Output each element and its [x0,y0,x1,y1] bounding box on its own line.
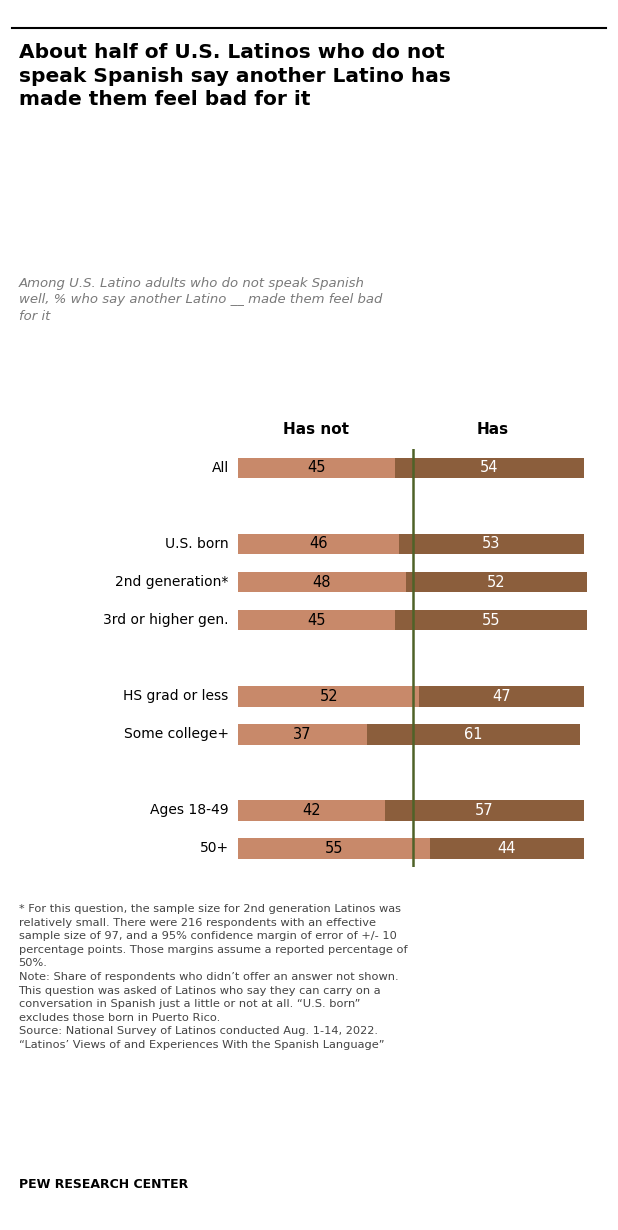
Text: All: All [211,461,229,475]
Text: U.S. born: U.S. born [165,538,229,551]
Bar [238,723,367,744]
Bar [238,838,430,859]
Text: 37: 37 [294,727,311,742]
Bar [238,800,384,820]
Text: * For this question, the sample size for 2nd generation Latinos was
relatively s: * For this question, the sample size for… [19,904,407,1050]
Text: 3rd or higher gen.: 3rd or higher gen. [103,613,229,627]
Text: HS grad or less: HS grad or less [124,689,229,704]
Bar [238,458,395,478]
Text: 46: 46 [309,536,328,551]
Text: 2nd generation*: 2nd generation* [116,574,229,589]
Bar [395,458,583,478]
Text: 45: 45 [307,460,326,476]
Text: 42: 42 [302,803,321,818]
Bar [238,534,399,555]
Bar [430,838,583,859]
Bar [238,610,395,631]
Bar [367,723,580,744]
Bar [384,800,583,820]
Bar [405,572,587,593]
Text: Some college+: Some college+ [124,727,229,742]
Bar [420,685,583,706]
Bar [399,534,583,555]
Text: 52: 52 [487,574,506,589]
Text: 45: 45 [307,613,326,627]
Text: 54: 54 [480,460,499,476]
Bar [395,610,587,631]
Text: Among U.S. Latino adults who do not speak Spanish
well, % who say another Latino: Among U.S. Latino adults who do not spea… [19,277,382,322]
Text: Has: Has [476,422,509,437]
Text: PEW RESEARCH CENTER: PEW RESEARCH CENTER [19,1177,188,1191]
Text: Ages 18-49: Ages 18-49 [150,803,229,817]
Bar [238,685,420,706]
Text: 53: 53 [482,536,500,551]
Text: 47: 47 [493,689,511,704]
Text: About half of U.S. Latinos who do not
speak Spanish say another Latino has
made : About half of U.S. Latinos who do not sp… [19,43,451,109]
Text: 55: 55 [324,840,343,856]
Text: 44: 44 [497,840,516,856]
Text: 48: 48 [313,574,331,589]
Text: Has not: Has not [284,422,350,437]
Text: 61: 61 [464,727,483,742]
Text: 57: 57 [475,803,493,818]
Bar [238,572,405,593]
Text: 55: 55 [482,613,501,627]
Text: 52: 52 [320,689,338,704]
Text: 50+: 50+ [200,841,229,855]
